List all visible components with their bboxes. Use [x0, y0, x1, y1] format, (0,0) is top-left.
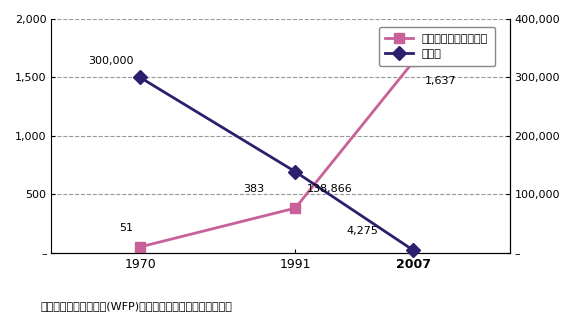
Text: 383: 383	[244, 184, 264, 194]
Line: 死者数: 死者数	[135, 73, 419, 255]
累積シェルター設置数	[137, 245, 144, 249]
Text: 138,866: 138,866	[306, 184, 352, 194]
Legend: 累積シェルター設置数, 死者数: 累積シェルター設置数, 死者数	[378, 27, 495, 66]
累積シェルター設置数	[292, 206, 299, 210]
死者数	[292, 170, 299, 174]
死者数	[137, 76, 144, 79]
Line: 累積シェルター設置数: 累積シェルター設置数	[135, 57, 419, 252]
Text: 1,637: 1,637	[424, 76, 456, 86]
死者数	[410, 248, 417, 252]
Text: 51: 51	[119, 223, 133, 233]
累積シェルター設置数	[410, 60, 417, 63]
Text: 4,275: 4,275	[347, 226, 379, 236]
Text: 300,000: 300,000	[88, 56, 133, 66]
Text: 出典：「世界食粮計画(WFP)を基に，内閣府において作成」: 出典：「世界食粮計画(WFP)を基に，内閣府において作成」	[40, 301, 232, 311]
